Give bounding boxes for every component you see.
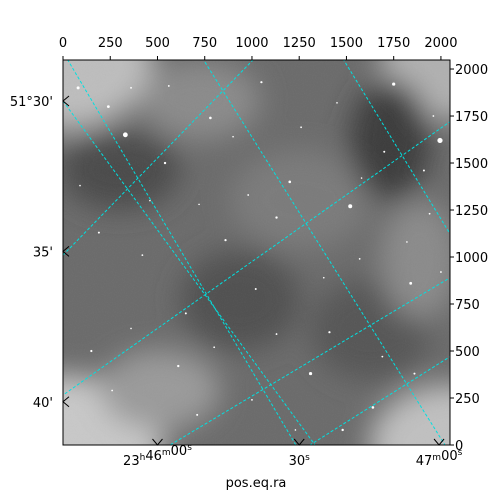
right-tick-label: 0 xyxy=(455,439,463,454)
right-tick-label: 2000 xyxy=(455,63,488,78)
star xyxy=(406,241,408,243)
star xyxy=(328,331,331,334)
star xyxy=(383,150,386,153)
star xyxy=(288,180,292,184)
top-tick-label: 1500 xyxy=(330,36,363,51)
star xyxy=(322,276,325,279)
star xyxy=(141,254,144,257)
star xyxy=(336,102,338,104)
ra-tick xyxy=(152,438,163,446)
dec-tick-label: 40' xyxy=(33,396,53,411)
right-tick-label: 1000 xyxy=(455,251,488,266)
dec-axis: 51°30' 35' 40' xyxy=(10,95,70,411)
star xyxy=(275,333,278,335)
coordinate-grid xyxy=(63,60,450,445)
star xyxy=(167,85,170,87)
star xyxy=(432,115,435,117)
star xyxy=(79,184,81,187)
star xyxy=(122,132,128,138)
star xyxy=(348,204,353,209)
star xyxy=(294,429,297,431)
star xyxy=(371,406,375,409)
top-tick-label: 1250 xyxy=(283,36,316,51)
star xyxy=(392,82,396,86)
dec-tick xyxy=(62,245,70,257)
star xyxy=(341,428,344,432)
star xyxy=(381,355,384,358)
star xyxy=(149,199,151,202)
top-tick-label: 0 xyxy=(59,36,67,51)
dec-tick-label: 51°30' xyxy=(10,95,53,110)
star xyxy=(251,398,253,401)
star xyxy=(300,126,302,129)
top-tick-label: 750 xyxy=(192,36,217,51)
ra-tick-label: 47m00s xyxy=(416,448,463,469)
star xyxy=(308,371,313,376)
top-tick-label: 250 xyxy=(98,36,123,51)
star xyxy=(163,161,167,165)
star xyxy=(247,194,250,196)
star xyxy=(437,137,443,144)
star xyxy=(224,238,227,242)
star xyxy=(213,346,216,349)
star xyxy=(260,81,263,84)
star xyxy=(254,287,257,290)
dec-tick xyxy=(62,95,70,107)
star xyxy=(177,364,180,368)
top-tick-label: 500 xyxy=(145,36,170,51)
plot-frame xyxy=(62,59,451,446)
star xyxy=(184,312,187,315)
right-tick-label: 500 xyxy=(455,345,480,360)
star xyxy=(275,216,278,219)
grid-line xyxy=(169,277,450,445)
grid-line xyxy=(67,60,297,445)
top-tick-label: 1750 xyxy=(377,36,410,51)
star xyxy=(130,327,132,330)
star xyxy=(111,389,114,392)
grid-line xyxy=(63,121,450,396)
top-tick-label: 2000 xyxy=(424,36,457,51)
top-pixel-axis: 0 250 500 750 1000 1250 1500 1750 2000 xyxy=(59,36,457,60)
grid-line xyxy=(63,100,316,445)
dec-tick-label: 35' xyxy=(33,245,53,260)
star xyxy=(106,105,110,109)
ra-tick xyxy=(293,438,305,446)
top-tick-label: 1000 xyxy=(235,36,268,51)
grid-line xyxy=(309,356,450,445)
star xyxy=(209,116,212,120)
right-tick-label: 1500 xyxy=(455,157,488,172)
star xyxy=(422,169,425,172)
star xyxy=(76,86,80,90)
right-tick-label: 1250 xyxy=(455,204,488,219)
star xyxy=(196,413,199,416)
star xyxy=(130,86,132,89)
star xyxy=(232,135,234,138)
star xyxy=(360,177,363,179)
star xyxy=(97,231,100,234)
grid-line xyxy=(203,60,446,445)
ra-tick xyxy=(433,438,445,446)
star xyxy=(358,257,361,260)
ra-tick-label: 30s xyxy=(289,453,311,469)
right-tick-label: 250 xyxy=(455,392,480,407)
dec-tick xyxy=(62,396,70,408)
star xyxy=(428,212,431,215)
star xyxy=(90,349,93,353)
x-axis-label: pos.eq.ra xyxy=(226,476,287,491)
star xyxy=(413,372,416,375)
star xyxy=(198,203,200,206)
right-tick-label: 750 xyxy=(455,298,480,313)
right-tick-label: 1750 xyxy=(455,110,488,125)
ra-tick-label: 23h46m00s xyxy=(123,443,192,469)
right-pixel-axis: 0 250 500 750 1000 1250 1500 1750 2000 xyxy=(450,63,488,454)
star xyxy=(409,281,413,285)
star xyxy=(440,271,442,273)
ra-axis: 23h46m00s 30s 47m00s xyxy=(123,438,463,469)
